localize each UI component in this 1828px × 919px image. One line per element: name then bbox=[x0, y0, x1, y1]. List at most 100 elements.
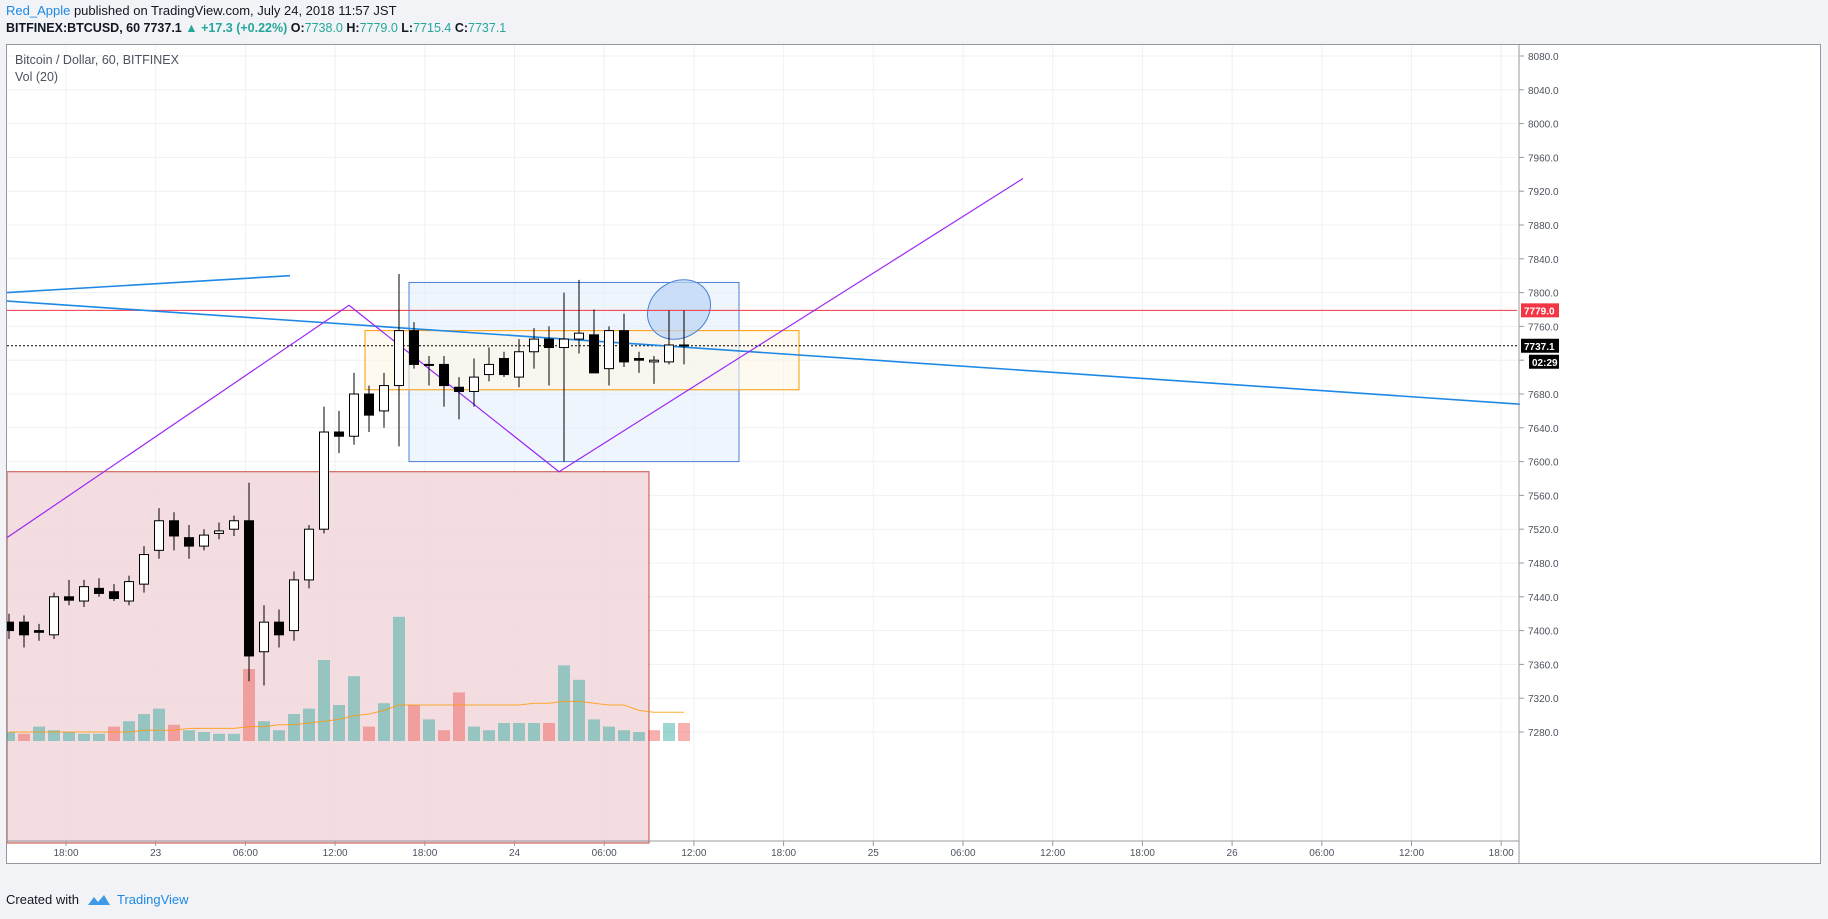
candle-down[interactable] bbox=[619, 330, 629, 363]
price-tick-label: 8000.0 bbox=[1528, 120, 1559, 131]
symbol-label: BITFINEX:BTCUSD, 60 bbox=[6, 21, 141, 35]
price-tick-label: 7680.0 bbox=[1528, 390, 1559, 401]
last-price-label: 7737.1 bbox=[1524, 342, 1555, 353]
price-tick-label: 7320.0 bbox=[1528, 694, 1559, 705]
volume-bar bbox=[363, 726, 375, 741]
price-change: +17.3 (+0.22%) bbox=[201, 21, 288, 35]
candle-up[interactable] bbox=[469, 376, 479, 392]
footer: Created with TradingView bbox=[6, 892, 189, 907]
candle-up[interactable] bbox=[559, 338, 569, 349]
candle-down[interactable] bbox=[634, 358, 644, 361]
candle-up[interactable] bbox=[154, 520, 164, 551]
candle-down[interactable] bbox=[499, 358, 509, 376]
time-tick-label: 23 bbox=[150, 848, 162, 859]
volume-bar bbox=[468, 726, 480, 741]
time-tick-label: 06:00 bbox=[950, 848, 975, 859]
candle-down[interactable] bbox=[424, 363, 434, 366]
candle-up[interactable] bbox=[379, 385, 389, 412]
volume-bar bbox=[123, 721, 135, 741]
volume-bar bbox=[663, 723, 675, 741]
volume-bar bbox=[48, 730, 60, 741]
candle-up[interactable] bbox=[79, 586, 89, 602]
candle-down[interactable] bbox=[7, 621, 14, 632]
trendline-short[interactable] bbox=[7, 274, 291, 294]
candle-up[interactable] bbox=[304, 528, 314, 581]
price-tick-label: 7360.0 bbox=[1528, 660, 1559, 671]
volume-bar bbox=[393, 616, 405, 741]
candle-down[interactable] bbox=[454, 386, 464, 392]
author-link[interactable]: Red_Apple bbox=[6, 3, 71, 18]
price-tick-label: 7840.0 bbox=[1528, 255, 1559, 266]
time-tick-label: 18:00 bbox=[771, 848, 796, 859]
volume-bar bbox=[348, 676, 360, 741]
candle-up[interactable] bbox=[604, 330, 614, 370]
price-tick-label: 7760.0 bbox=[1528, 322, 1559, 333]
candle-down[interactable] bbox=[274, 621, 284, 636]
candle-down[interactable] bbox=[169, 520, 179, 537]
tradingview-link[interactable]: TradingView bbox=[116, 892, 189, 907]
candle-up[interactable] bbox=[319, 431, 329, 530]
time-tick-label: 12:00 bbox=[681, 848, 706, 859]
candle-up[interactable] bbox=[664, 344, 674, 363]
time-tick-label: 12:00 bbox=[323, 848, 348, 859]
candle-down[interactable] bbox=[19, 621, 29, 636]
last-price: 7737.1 bbox=[143, 21, 182, 35]
volume-bar bbox=[453, 692, 465, 741]
highlight-ellipse[interactable] bbox=[636, 268, 722, 352]
trendline-down[interactable] bbox=[7, 300, 1521, 405]
candle-up[interactable] bbox=[124, 581, 134, 602]
volume-bar bbox=[63, 732, 75, 741]
price-tick-label: 7920.0 bbox=[1528, 187, 1559, 198]
candle-down[interactable] bbox=[94, 587, 104, 594]
volume-bar bbox=[183, 730, 195, 741]
volume-bar bbox=[423, 719, 435, 741]
candle-up[interactable] bbox=[259, 621, 269, 653]
time-tick-label: 25 bbox=[868, 848, 880, 859]
candle-up[interactable] bbox=[49, 596, 59, 636]
volume-bar bbox=[603, 726, 615, 741]
price-tick-label: 7560.0 bbox=[1528, 491, 1559, 502]
candle-down[interactable] bbox=[439, 363, 449, 387]
candle-down[interactable] bbox=[409, 330, 419, 365]
high-value: 7779.0 bbox=[359, 21, 398, 35]
candle-up[interactable] bbox=[394, 330, 404, 387]
volume-bar bbox=[408, 705, 420, 741]
candle-up[interactable] bbox=[199, 534, 209, 547]
candle-up[interactable] bbox=[514, 351, 524, 378]
range-box-pink[interactable] bbox=[7, 471, 650, 844]
candle-up[interactable] bbox=[139, 554, 149, 585]
candle-up[interactable] bbox=[289, 579, 299, 632]
symbol-info: BITFINEX:BTCUSD, 60 7737.1 ▲ +17.3 (+0.2… bbox=[6, 21, 506, 35]
volume-bar bbox=[168, 724, 180, 741]
candle-up[interactable] bbox=[484, 363, 494, 376]
volume-bar bbox=[438, 730, 450, 741]
candle-down[interactable] bbox=[364, 393, 374, 416]
candle-up[interactable] bbox=[229, 520, 239, 530]
volume-bar bbox=[558, 665, 570, 741]
price-chart[interactable]: 8080.0 8040.0 8000.0 7960.0 7920.0 7880.0 7840… bbox=[7, 45, 1820, 863]
candle-up[interactable] bbox=[574, 332, 584, 340]
candle-down[interactable] bbox=[34, 630, 44, 633]
candle-down[interactable] bbox=[334, 431, 344, 437]
time-tick-label: 18:00 bbox=[1130, 848, 1155, 859]
publish-info: Red_Apple published on TradingView.com, … bbox=[6, 3, 397, 18]
volume-bar bbox=[648, 730, 660, 741]
candle-up[interactable] bbox=[649, 359, 659, 363]
price-tick-label: 7640.0 bbox=[1528, 424, 1559, 435]
time-tick-label: 18:00 bbox=[53, 848, 78, 859]
candle-down[interactable] bbox=[589, 334, 599, 374]
time-tick-label: 18:00 bbox=[412, 848, 437, 859]
chart-panel[interactable]: 8080.0 8040.0 8000.0 7960.0 7920.0 7880.0 7840… bbox=[6, 44, 1821, 864]
candle-down[interactable] bbox=[109, 591, 119, 599]
candle-up[interactable] bbox=[214, 530, 224, 534]
volume-bar bbox=[588, 719, 600, 741]
candle-down[interactable] bbox=[64, 596, 74, 601]
candle-up[interactable] bbox=[529, 338, 539, 353]
candle-down[interactable] bbox=[244, 520, 254, 657]
candle-down[interactable] bbox=[679, 344, 689, 347]
candle-down[interactable] bbox=[544, 338, 554, 349]
candle-up[interactable] bbox=[349, 393, 359, 437]
price-tick-label: 7960.0 bbox=[1528, 153, 1559, 164]
volume-ma-line bbox=[9, 700, 684, 733]
candle-down[interactable] bbox=[184, 537, 194, 547]
